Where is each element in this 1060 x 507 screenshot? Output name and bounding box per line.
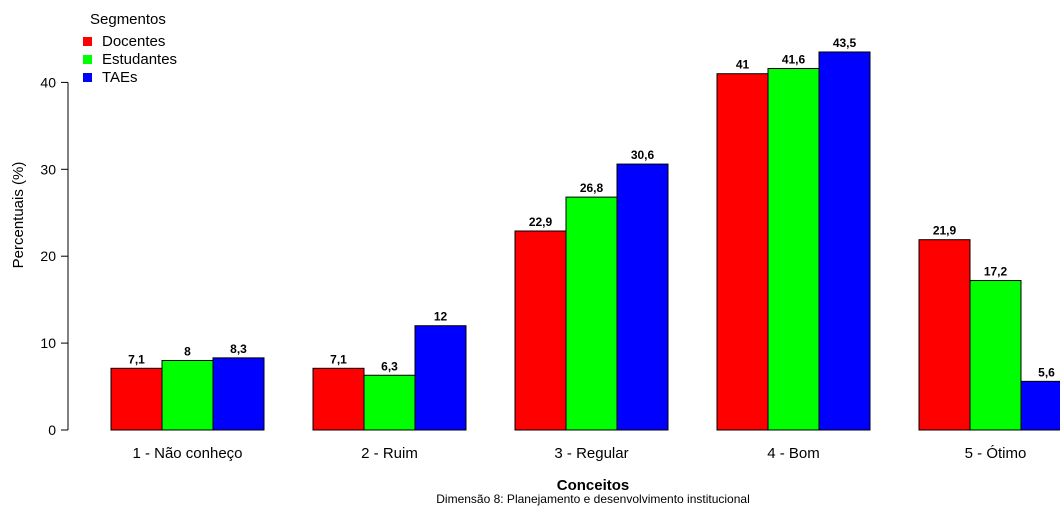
bar-value-label: 41 (736, 58, 750, 72)
bar-value-label: 8 (184, 344, 191, 358)
legend-swatch-taes (83, 73, 92, 82)
legend-label-docentes: Docentes (102, 33, 165, 50)
bar-estudantes (161, 359, 214, 431)
x-category-label: 4 - Bom (767, 445, 820, 462)
legend-swatch-docentes (83, 37, 92, 46)
bar-value-label: 26,8 (580, 181, 604, 195)
bar-docentes (918, 239, 971, 431)
bar-value-label: 17,2 (984, 265, 1008, 279)
y-axis-title: Percentuais (%) (10, 162, 27, 269)
bar-value-label: 8,3 (230, 342, 247, 356)
bar-value-label: 22,9 (529, 215, 553, 229)
value-labels: 7,1 8 8,3 7,1 6,3 12 22,9 26,8 30,6 41 41,6 43,5 21,… (128, 36, 1055, 379)
y-tick-label: 40 (40, 74, 56, 90)
legend-title: Segmentos (90, 11, 166, 28)
bar-estudantes (767, 67, 820, 431)
bar-estudantes (363, 374, 416, 431)
bar-docentes (716, 73, 769, 431)
bar-value-label: 12 (434, 310, 448, 324)
y-tick-label: 20 (40, 248, 56, 264)
chart-subtitle: Dimensão 8: Planejamento e desenvolvimen… (436, 492, 750, 506)
bar-value-label: 41,6 (782, 52, 806, 66)
bar-docentes (312, 367, 365, 431)
bar-value-label: 7,1 (330, 352, 347, 366)
x-category-label: 1 - Não conheço (132, 445, 242, 462)
bar-estudantes (969, 280, 1022, 431)
bar-docentes (110, 367, 163, 431)
bar-value-label: 43,5 (833, 36, 857, 50)
bar-taes (212, 357, 265, 431)
x-axis-title: Conceitos (557, 477, 630, 494)
y-tick-label: 10 (40, 335, 56, 351)
bar-value-label: 6,3 (381, 359, 398, 373)
legend-swatch-estudantes (83, 55, 92, 64)
bar-taes (414, 325, 467, 431)
bar-docentes (514, 230, 567, 431)
bars (110, 51, 1060, 431)
x-category-label: 2 - Ruim (361, 445, 418, 462)
bar-value-label: 7,1 (128, 352, 145, 366)
x-axis-labels: 1 - Não conheço 2 - Ruim 3 - Regular 4 - Bo… (132, 445, 1026, 462)
bar-taes (1020, 380, 1060, 431)
legend-label-estudantes: Estudantes (102, 51, 177, 68)
bar-taes (616, 163, 669, 431)
y-axis: 0 10 20 30 40 (40, 74, 69, 438)
bar-value-label: 5,6 (1038, 365, 1055, 379)
x-category-label: 3 - Regular (554, 445, 628, 462)
bar-value-label: 30,6 (631, 148, 655, 162)
y-tick-label: 0 (48, 422, 56, 438)
bar-estudantes (565, 196, 618, 431)
y-tick-label: 30 (40, 161, 56, 177)
legend-label-taes: TAEs (102, 69, 138, 86)
x-category-label: 5 - Ótimo (965, 445, 1027, 462)
bar-taes (818, 51, 871, 431)
bar-value-label: 21,9 (933, 224, 957, 238)
